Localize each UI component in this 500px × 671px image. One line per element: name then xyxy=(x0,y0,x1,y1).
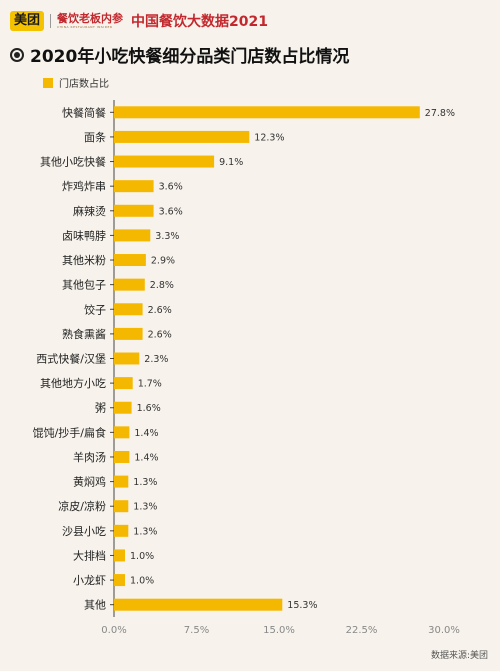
value-label: 1.0% xyxy=(130,551,154,562)
category-label: 黄焖鸡 xyxy=(73,475,106,489)
bar xyxy=(114,426,130,439)
value-label: 1.0% xyxy=(130,576,154,587)
value-label: 1.7% xyxy=(138,379,162,390)
category-label: 炸鸡炸串 xyxy=(62,179,106,193)
category-label: 粥 xyxy=(95,402,106,415)
bar xyxy=(114,155,215,168)
legend-label: 门店数占比 xyxy=(59,79,109,90)
value-label: 1.3% xyxy=(133,477,157,488)
bar xyxy=(114,524,129,537)
category-label: 其他米粉 xyxy=(62,254,106,267)
value-label: 15.3% xyxy=(287,600,317,611)
value-label: 2.8% xyxy=(150,280,174,291)
category-label: 其他地方小吃 xyxy=(40,376,106,390)
value-label: 2.9% xyxy=(151,256,175,267)
value-label: 3.6% xyxy=(159,206,183,217)
category-label: 麻辣烫 xyxy=(73,204,106,218)
chart-title-row: 2020年小吃快餐细分品类门店数占比情况 xyxy=(10,42,349,67)
header-divider xyxy=(50,14,52,28)
bar xyxy=(114,180,154,193)
x-tick-label: 7.5% xyxy=(184,625,209,636)
bar xyxy=(114,278,145,291)
category-label: 西式快餐/汉堡 xyxy=(36,352,106,366)
meituan-logo: 美团 xyxy=(10,11,45,31)
bar xyxy=(114,229,151,242)
bar xyxy=(114,106,420,119)
legend-swatch xyxy=(43,77,53,88)
category-label: 大排档 xyxy=(73,548,106,562)
bar xyxy=(114,130,250,143)
data-source: 数据来源:美团 xyxy=(430,651,488,661)
value-label: 3.3% xyxy=(155,231,179,242)
category-label: 其他 xyxy=(84,599,106,612)
value-label: 1.3% xyxy=(133,526,157,537)
bar xyxy=(114,475,129,488)
bar xyxy=(114,401,132,414)
value-label: 12.3% xyxy=(254,132,284,143)
report-title: 中国餐饮大数据2021 xyxy=(131,14,268,30)
header: 美团 餐饮老板内参 CHINA RESTAURANT INSIDER 中国餐饮大… xyxy=(10,8,268,34)
value-label: 3.6% xyxy=(159,182,183,193)
value-label: 9.1% xyxy=(219,157,243,168)
bar xyxy=(114,598,283,611)
bar xyxy=(114,327,143,340)
bar xyxy=(114,377,133,390)
bar xyxy=(114,352,140,365)
value-label: 27.8% xyxy=(425,108,455,119)
bar xyxy=(114,303,143,316)
bar xyxy=(114,204,154,217)
value-label: 2.6% xyxy=(148,329,172,340)
value-label: 1.6% xyxy=(137,403,161,414)
bar xyxy=(114,450,130,463)
chart-legend: 门店数占比 xyxy=(43,75,109,90)
category-label: 馄饨/抄手/扁食 xyxy=(33,425,106,439)
bar xyxy=(114,549,125,562)
category-label: 其他小吃快餐 xyxy=(40,155,106,169)
category-label: 面条 xyxy=(84,130,106,144)
value-label: 1.4% xyxy=(134,428,158,439)
category-label: 小龙虾 xyxy=(73,574,106,587)
category-label: 饺子 xyxy=(84,302,106,316)
x-tick-label: 0.0% xyxy=(101,625,126,636)
category-label: 凉皮/凉粉 xyxy=(58,499,106,513)
category-label: 其他包子 xyxy=(62,279,106,292)
value-label: 1.4% xyxy=(134,452,158,463)
category-label: 卤味鸭脖 xyxy=(62,229,106,242)
x-tick-label: 15.0% xyxy=(263,625,295,636)
value-label: 2.3% xyxy=(144,354,168,365)
bar xyxy=(114,574,125,587)
target-icon xyxy=(10,47,24,62)
partner-logo: 餐饮老板内参 CHINA RESTAURANT INSIDER xyxy=(57,13,123,29)
value-label: 1.3% xyxy=(133,502,157,513)
partner-name: 餐饮老板内参 xyxy=(57,12,124,25)
value-label: 2.6% xyxy=(148,305,172,316)
category-label: 沙县小吃 xyxy=(62,525,106,538)
partner-subtitle: CHINA RESTAURANT INSIDER xyxy=(57,25,113,29)
chart-title: 2020年小吃快餐细分品类门店数占比情况 xyxy=(30,47,350,67)
x-tick-label: 22.5% xyxy=(346,625,378,636)
category-label: 熟食熏酱 xyxy=(62,327,106,341)
bar xyxy=(114,500,129,513)
category-label: 羊肉汤 xyxy=(73,450,106,464)
bar xyxy=(114,254,146,267)
category-label: 快餐简餐 xyxy=(62,105,106,119)
x-tick-label: 30.0% xyxy=(428,625,460,636)
